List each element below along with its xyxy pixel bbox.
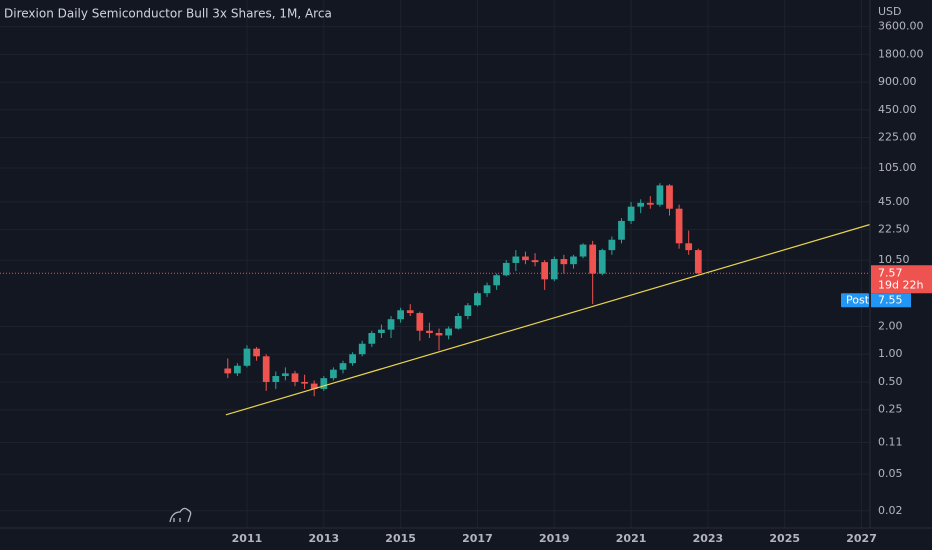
- candle-body: [253, 348, 260, 357]
- y-tick-label: 45.00: [878, 195, 910, 208]
- candle-body: [579, 244, 587, 257]
- logo-icon: [169, 507, 192, 523]
- y-tick-label: 0.50: [878, 375, 903, 388]
- candle-body: [234, 365, 241, 374]
- x-tick-label: 2011: [232, 532, 263, 545]
- post-tag: Post: [846, 293, 870, 306]
- candle-body: [474, 293, 481, 306]
- candle-body: [339, 363, 347, 370]
- x-tick-label: 2025: [769, 532, 800, 545]
- x-tick-label: 2027: [846, 532, 877, 545]
- candle-body: [656, 185, 664, 205]
- candle-body: [243, 348, 251, 366]
- y-tick-label: 0.11: [878, 436, 903, 449]
- candle-body: [531, 260, 539, 263]
- candle-body: [637, 202, 645, 207]
- candle-body: [397, 310, 404, 320]
- x-tick-label: 2013: [308, 532, 339, 545]
- candle-body: [483, 285, 491, 294]
- candle-body: [541, 262, 549, 280]
- y-tick-label: 0.02: [878, 504, 903, 517]
- candle-body: [522, 256, 529, 261]
- y-tick-label: 225.00: [878, 131, 917, 144]
- candles: [224, 183, 871, 416]
- y-tick-label: 900.00: [878, 75, 917, 88]
- candle-body: [330, 369, 337, 379]
- candle-body: [464, 305, 472, 317]
- candle-body: [627, 206, 635, 221]
- last-price-box: [871, 265, 932, 294]
- countdown-label: 19d 22h: [878, 278, 923, 291]
- candle-body: [685, 243, 693, 251]
- candle-body: [493, 275, 501, 286]
- x-tick-label: 2019: [539, 532, 570, 545]
- chart-title: Direxion Daily Semiconductor Bull 3x Sha…: [4, 7, 332, 21]
- candle-body: [502, 262, 510, 276]
- post-price-box: [871, 293, 911, 308]
- candle-body: [310, 383, 318, 389]
- candle-body: [291, 373, 299, 382]
- candle-body: [589, 244, 597, 274]
- candle-body: [349, 354, 356, 364]
- currency-label: USD: [878, 5, 902, 18]
- y-tick-label: 1800.00: [878, 47, 924, 60]
- x-tick-label: 2021: [616, 532, 647, 545]
- candle-body: [358, 343, 366, 355]
- y-tick-label: 0.05: [878, 467, 903, 480]
- candle-body: [368, 333, 376, 344]
- candle-body: [406, 310, 414, 314]
- candle-body: [445, 328, 452, 336]
- candle-body: [618, 220, 625, 240]
- last-price-label: 7.57: [878, 266, 903, 279]
- x-tick-label: 2015: [385, 532, 416, 545]
- candle-body: [608, 239, 616, 251]
- x-tick-label: 2023: [693, 532, 724, 545]
- candle-body: [435, 333, 443, 336]
- candle-body: [666, 185, 673, 209]
- candle-body: [454, 316, 462, 329]
- candle-body: [675, 208, 683, 244]
- x-tick-label: 2017: [462, 532, 493, 545]
- candle-body: [262, 356, 270, 382]
- candle-body: [416, 313, 424, 331]
- candle-body: [426, 330, 433, 334]
- candle-body: [646, 202, 654, 205]
- candle-body: [550, 259, 558, 280]
- y-tick-label: 2.00: [878, 320, 903, 333]
- candle-body: [512, 256, 520, 263]
- candle-body: [378, 329, 385, 334]
- trendline: [225, 223, 871, 416]
- candle-body: [224, 368, 232, 374]
- candle-body: [387, 319, 395, 330]
- y-tick-label: 450.00: [878, 103, 917, 116]
- y-tick-label: 1.00: [878, 347, 903, 360]
- candle-body: [560, 259, 568, 265]
- candle-body: [282, 373, 289, 377]
- y-tick-label: 22.50: [878, 223, 910, 236]
- y-tick-label: 105.00: [878, 161, 917, 174]
- candle-body: [320, 378, 328, 389]
- logo: [169, 507, 192, 523]
- candle-body: [570, 256, 577, 265]
- candle-body: [598, 250, 606, 274]
- candle-body: [272, 376, 280, 382]
- y-tick-label: 0.25: [878, 403, 903, 416]
- candle-body: [694, 250, 702, 274]
- post-price-label: 7.55: [878, 293, 903, 306]
- post-tag-box: [841, 293, 869, 308]
- y-tick-label: 3600.00: [878, 20, 924, 33]
- candle-body: [301, 381, 308, 384]
- y-tick-label: 10.50: [878, 253, 910, 266]
